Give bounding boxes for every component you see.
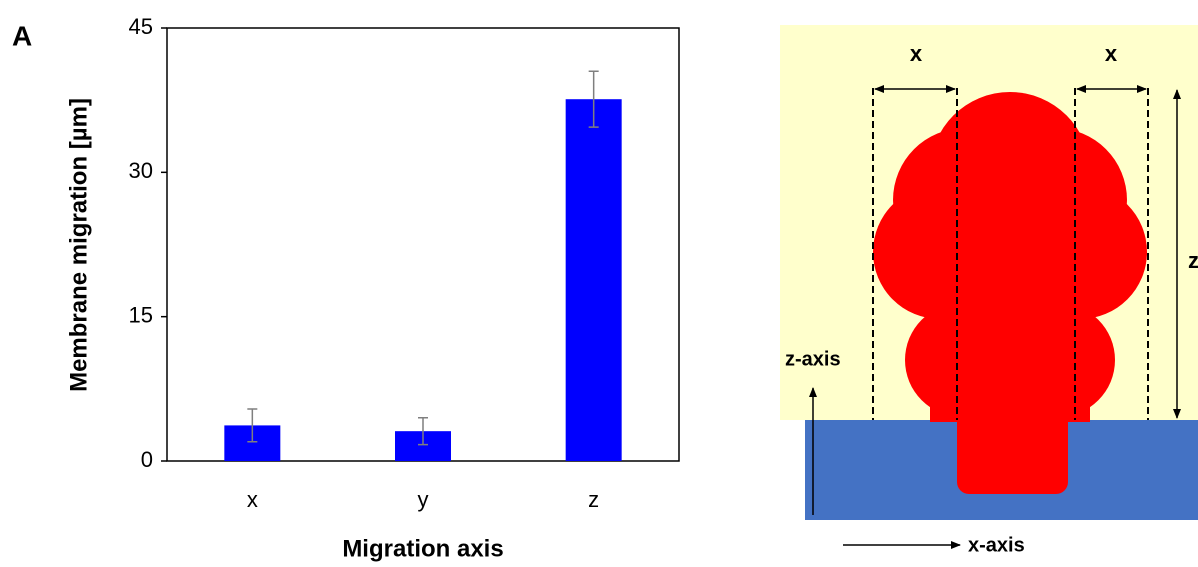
y-tick-label: 15 [129,302,153,327]
dimension-label: x [910,41,923,66]
axis-label: z-axis [785,348,841,370]
error-bar [247,408,258,443]
diagram: x x z z-axis x-axis [780,25,1198,556]
y-tick-label: 0 [141,447,153,472]
bar [565,99,622,462]
guide-lines [872,88,1149,420]
bar-chart: Membrane migration [µm] Migration axis 0… [65,14,680,562]
y-tick-label: 30 [129,158,153,183]
arrows [809,85,1181,549]
x-tick-label: x [247,487,258,512]
x-tick-label: y [418,487,429,512]
axis-label: x-axis [968,534,1025,556]
cell [873,92,1147,494]
error-bar [418,416,428,446]
dimension-label: z [1188,248,1198,273]
x-axis-title: Migration axis [342,535,503,562]
panel-label: A [12,20,32,51]
error-bar [588,70,599,128]
x-tick-label: z [588,487,599,512]
dimension-label: x [1105,41,1118,66]
y-axis-title: Membrane migration [µm] [65,98,92,392]
y-tick-label: 45 [129,14,153,39]
